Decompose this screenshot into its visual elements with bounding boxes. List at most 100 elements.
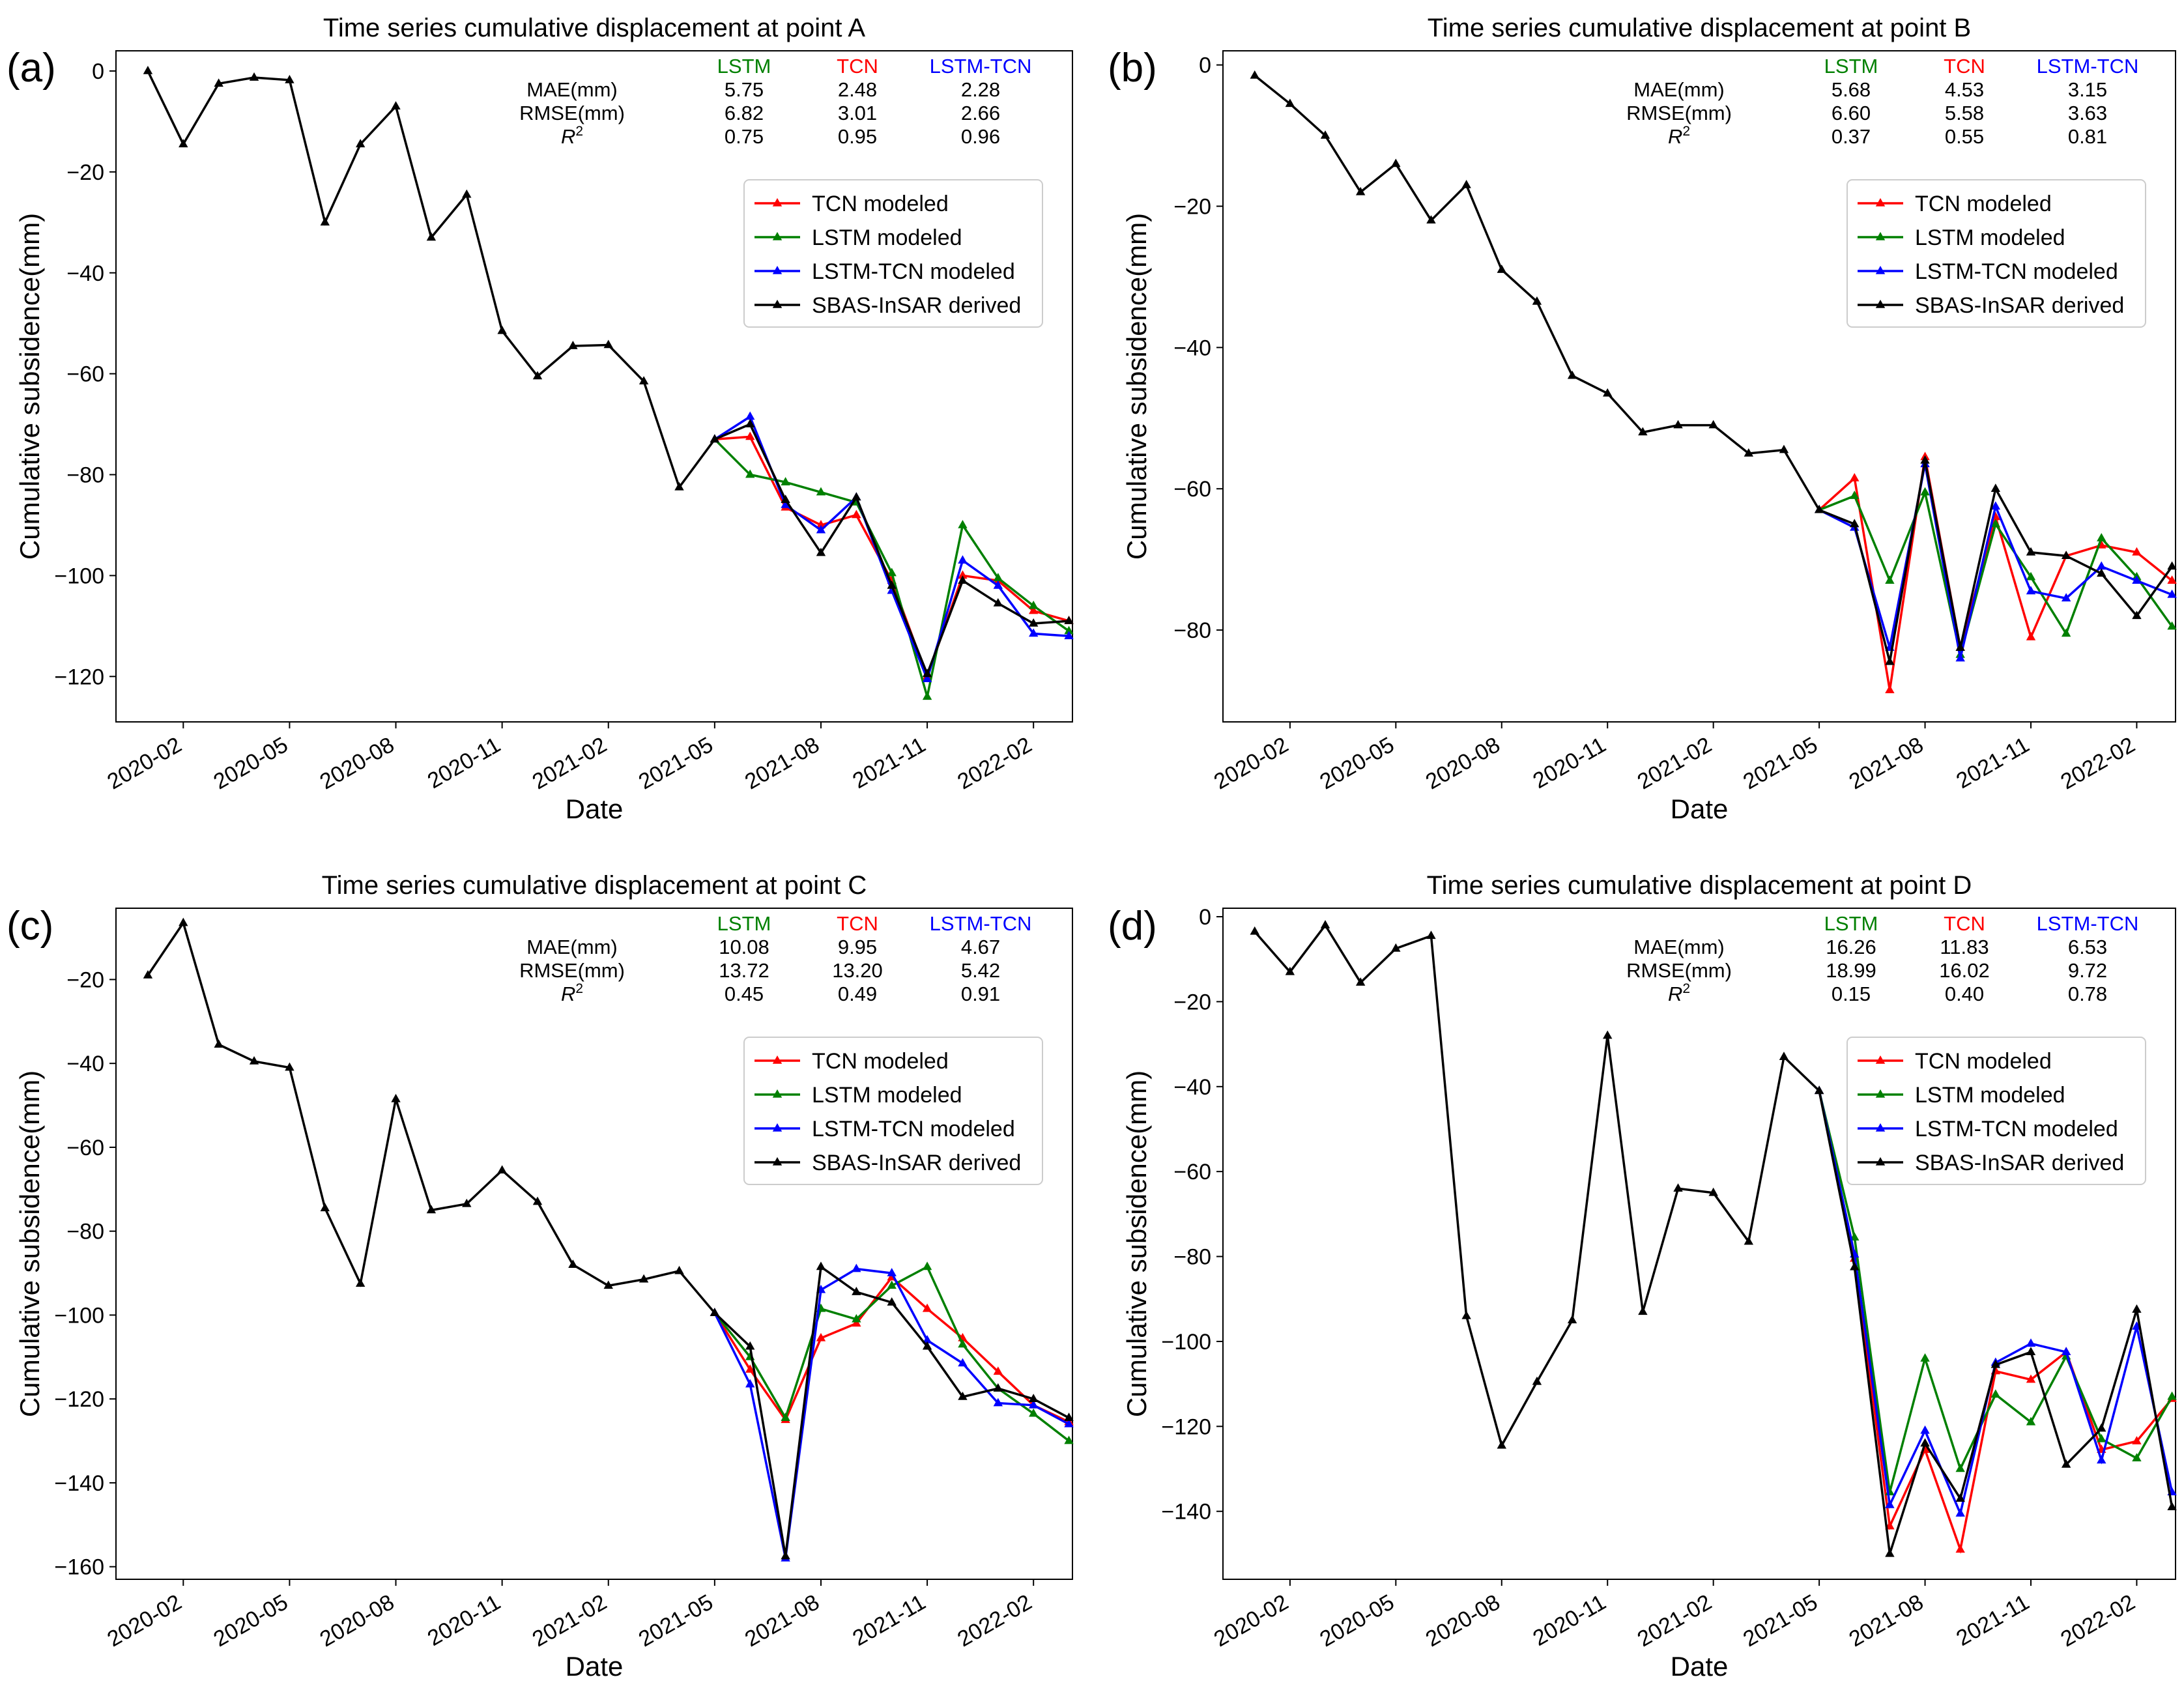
x-tick-label: 2020-02 <box>103 1590 186 1652</box>
legend-label: TCN modeled <box>1915 192 2052 216</box>
metrics-value: 0.78 <box>2068 982 2107 1005</box>
legend-entry: SBAS-InSAR derived <box>754 293 1021 318</box>
data-point <box>603 1280 613 1289</box>
metrics-value: 13.20 <box>832 959 883 982</box>
y-tick-label: −60 <box>66 1136 104 1160</box>
legend-marker <box>1875 300 1886 308</box>
x-tick-label: 2021-05 <box>635 732 717 794</box>
chart-title: Time series cumulative displacement at p… <box>1428 14 1971 42</box>
data-point <box>958 570 968 579</box>
series-line <box>714 435 1070 680</box>
data-point <box>639 1274 649 1283</box>
data-point <box>2167 621 2177 630</box>
x-tick-label: 2020-05 <box>1315 1590 1398 1652</box>
data-point <box>2132 610 2142 620</box>
data-point <box>958 1339 968 1348</box>
data-point <box>1990 519 2001 528</box>
x-tick-label: 2020-08 <box>1422 1590 1504 1652</box>
data-point <box>2132 1436 2142 1444</box>
data-point <box>1028 628 1039 637</box>
data-point <box>1028 1394 1039 1402</box>
legend-entry: SBAS-InSAR derived <box>1858 1151 2124 1175</box>
legend-label: SBAS-InSAR derived <box>812 1151 1021 1175</box>
data-point <box>1064 1412 1074 1421</box>
series-lstm-tcn-modeled <box>710 1263 1074 1562</box>
data-point <box>1885 1499 1895 1508</box>
data-point <box>887 580 897 589</box>
legend-marker <box>1875 1089 1886 1098</box>
data-point <box>1885 656 1895 665</box>
data-point <box>1461 1310 1471 1319</box>
metrics-value: 9.72 <box>2068 959 2107 982</box>
y-tick-label: −60 <box>66 362 104 387</box>
legend-entry: LSTM modeled <box>754 1083 962 1108</box>
chart-panel-a: (a) Time series cumulative displacement a… <box>7 14 1074 824</box>
data-point <box>1920 455 1930 464</box>
y-axis-label: Cumulative subsidence(mm) <box>1121 1070 1152 1417</box>
metrics-value: 9.95 <box>838 936 877 958</box>
data-point <box>1850 519 1860 528</box>
metrics-value: 10.08 <box>719 936 769 958</box>
data-point <box>179 917 188 926</box>
y-tick-label: −60 <box>1173 477 1211 502</box>
data-point <box>745 1379 755 1388</box>
data-point <box>1497 265 1506 273</box>
plot-frame <box>1222 50 2176 723</box>
y-axis-label: Cumulative subsidence(mm) <box>1121 213 1152 560</box>
metrics-value: 6.82 <box>725 102 764 124</box>
data-point <box>1990 1359 2001 1368</box>
metrics-row-label: RMSE(mm) <box>519 102 625 124</box>
data-point <box>568 341 578 349</box>
data-point <box>922 1335 932 1343</box>
metrics-header: TCN <box>1944 55 1985 78</box>
x-tick-label: 2022-02 <box>2056 732 2139 794</box>
data-point <box>922 674 932 682</box>
data-point <box>1920 1438 1930 1447</box>
x-tick-label: 2020-02 <box>103 732 186 794</box>
data-point <box>745 1341 755 1350</box>
metrics-value: 0.75 <box>725 125 764 148</box>
legend-marker <box>772 1089 783 1098</box>
data-point <box>993 598 1003 607</box>
series-sbas-insar-derived <box>1250 920 2177 1557</box>
metrics-header: LSTM-TCN <box>2037 912 2139 935</box>
data-point <box>1990 501 2001 510</box>
metrics-value: 4.67 <box>961 936 1000 958</box>
metrics-value: 0.81 <box>2068 125 2107 148</box>
metrics-header: TCN <box>837 912 878 935</box>
data-point <box>1955 653 1965 662</box>
data-point <box>214 1039 223 1048</box>
data-point <box>1638 427 1648 436</box>
legend-marker <box>772 300 783 308</box>
legend-marker <box>1875 232 1886 240</box>
data-point <box>1250 70 1259 79</box>
x-tick-label: 2020-08 <box>315 732 398 794</box>
metrics-value: 5.58 <box>1945 102 1984 124</box>
data-point <box>568 1259 578 1268</box>
x-tick-label: 2021-05 <box>1739 732 1822 794</box>
legend-marker <box>1875 1055 1886 1064</box>
data-point <box>1461 180 1471 188</box>
metrics-value: 0.91 <box>961 982 1000 1005</box>
legend-entry: TCN modeled <box>754 192 949 216</box>
data-point <box>1885 575 1895 584</box>
metrics-header: LSTM <box>1824 912 1878 935</box>
legend: TCN modeled LSTM modeled LSTM-TCN modeled S… <box>743 179 1043 328</box>
metrics-value: 5.68 <box>1832 78 1871 101</box>
legend-box <box>743 179 1043 328</box>
metrics-value: 3.01 <box>838 102 877 124</box>
legend-label: LSTM-TCN modeled <box>812 259 1015 284</box>
x-tick-label: 2020-11 <box>1529 732 1610 794</box>
metrics-value: 0.40 <box>1945 982 1984 1005</box>
legend-label: SBAS-InSAR derived <box>1915 1151 2124 1175</box>
data-point <box>2061 628 2071 637</box>
y-tick-label: −140 <box>1161 1500 1211 1525</box>
chart-title: Time series cumulative displacement at p… <box>1427 871 1972 900</box>
y-tick-label: −80 <box>66 1220 104 1244</box>
series-lstm-modeled <box>710 434 1074 700</box>
y-axis-label: Cumulative subsidence(mm) <box>14 213 45 560</box>
data-point <box>1285 98 1295 108</box>
x-tick-label: 2021-08 <box>741 732 824 794</box>
data-point <box>958 555 968 564</box>
legend-marker <box>772 198 783 207</box>
